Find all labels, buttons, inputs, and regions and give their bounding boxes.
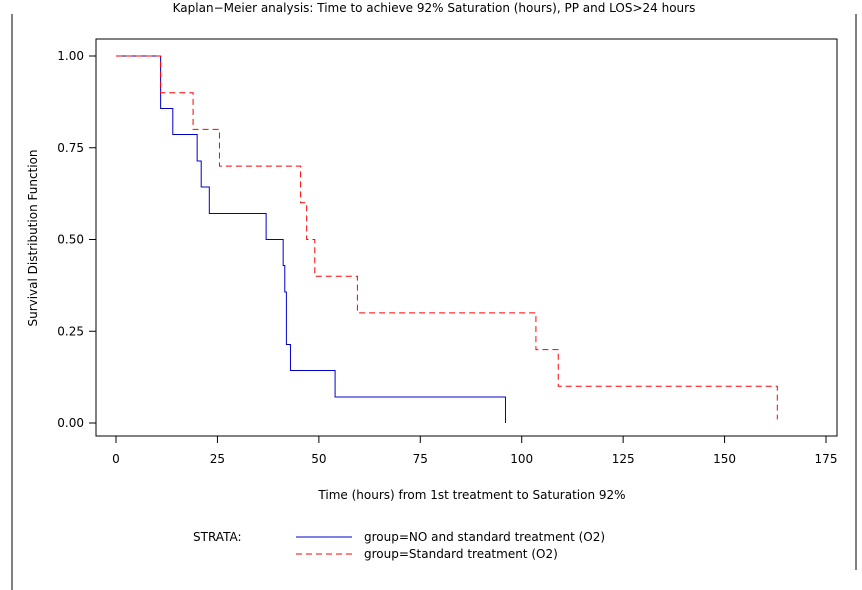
- x-tick-label: 125: [612, 452, 635, 466]
- x-axis: 0 25 50 75 100 125 150 175: [112, 436, 837, 466]
- y-tick-label: 0.25: [57, 324, 84, 338]
- series-line-no-and-standard: [116, 55, 506, 423]
- y-axis-label: Survival Distribution Function: [26, 149, 40, 326]
- x-tick-label: 75: [413, 452, 428, 466]
- legend-label-no-and-standard: group=NO and standard treatment (O2): [364, 530, 605, 544]
- legend-label-standard: group=Standard treatment (O2): [364, 547, 558, 561]
- x-tick-label: 150: [713, 452, 736, 466]
- series-line-standard: [116, 55, 778, 420]
- y-axis: 0.00 0.25 0.50 0.75 1.00: [57, 49, 96, 430]
- chart-title: Kaplan−Meier analysis: Time to achieve 9…: [173, 1, 696, 15]
- series-layer: [116, 55, 778, 423]
- x-axis-label: Time (hours) from 1st treatment to Satur…: [317, 488, 625, 502]
- y-tick-label: 0.50: [57, 233, 84, 247]
- legend-title: STRATA:: [193, 530, 242, 544]
- x-tick-label: 100: [510, 452, 533, 466]
- x-tick-label: 50: [311, 452, 326, 466]
- legend: STRATA: group=NO and standard treatment …: [193, 530, 605, 561]
- y-tick-label: 0.00: [57, 416, 84, 430]
- x-tick-label: 0: [112, 452, 120, 466]
- plot-area: [95, 38, 838, 437]
- y-tick-label: 1.00: [57, 49, 84, 63]
- y-tick-label: 0.75: [57, 141, 84, 155]
- x-tick-label: 175: [815, 452, 838, 466]
- x-tick-label: 25: [210, 452, 225, 466]
